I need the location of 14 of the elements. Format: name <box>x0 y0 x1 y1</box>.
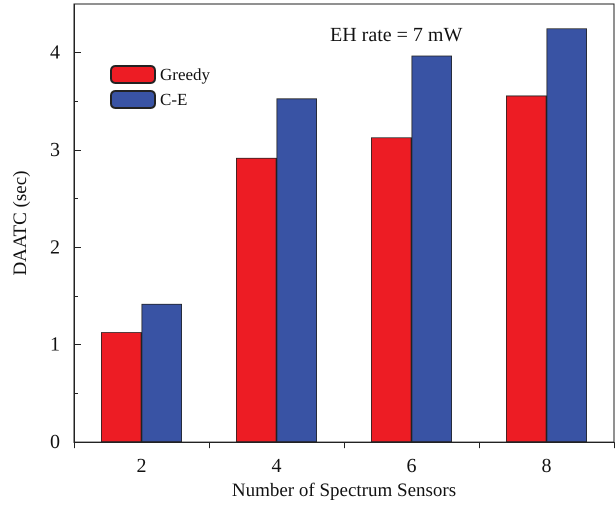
x-tick-label: 4 <box>272 455 282 478</box>
y-tick-label: 2 <box>50 236 60 258</box>
y-tick-label: 1 <box>50 334 60 356</box>
y-tick-label: 3 <box>50 139 60 162</box>
annotation: EH rate = 7 mW <box>330 24 462 46</box>
x-tick-label: 2 <box>136 455 146 478</box>
y-axis-title: DAATC (sec) <box>10 170 31 276</box>
x-tick-label: 8 <box>542 455 552 478</box>
x-axis-title: Number of Spectrum Sensors <box>232 480 456 501</box>
y-tick-label: 0 <box>50 431 60 454</box>
legend-label: Greedy <box>160 65 211 84</box>
legend-label: C-E <box>160 90 188 109</box>
x-tick-label: 6 <box>406 455 416 478</box>
y-tick-label: 4 <box>50 42 60 64</box>
